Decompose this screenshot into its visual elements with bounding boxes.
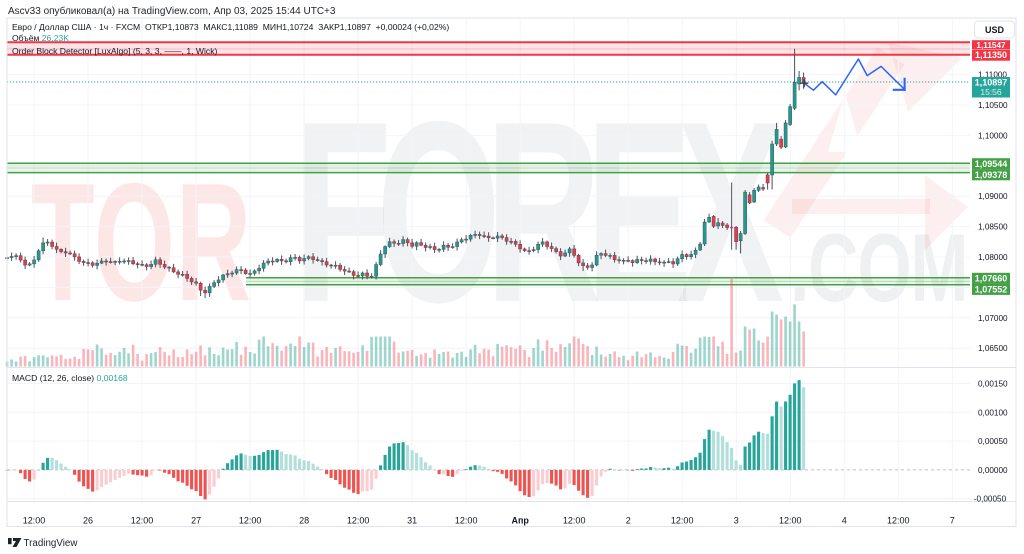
svg-text:MACD (12, 26, close) 0,00168: MACD (12, 26, close) 0,00168 (12, 373, 128, 383)
svg-text:1,10500: 1,10500 (978, 101, 1008, 110)
svg-text:31: 31 (407, 516, 417, 526)
svg-text:12:00: 12:00 (887, 516, 910, 526)
svg-text:1,11547: 1,11547 (976, 41, 1006, 50)
svg-text:-0,00050: -0,00050 (974, 495, 1007, 504)
svg-text:1,07000: 1,07000 (978, 314, 1008, 323)
svg-text:Объём 26,23K: Объём 26,23K (12, 33, 69, 43)
svg-text:2: 2 (626, 516, 631, 526)
svg-text:26: 26 (83, 516, 93, 526)
svg-text:1,09378: 1,09378 (975, 170, 1008, 180)
svg-text:1,10897: 1,10897 (975, 78, 1008, 88)
svg-text:1,11000: 1,11000 (978, 71, 1007, 80)
svg-text:12:00: 12:00 (347, 516, 370, 526)
svg-text:Order Block Detector [LuxAlgo]: Order Block Detector [LuxAlgo] (5, 3, 3,… (12, 46, 217, 56)
svg-text:0,00100: 0,00100 (978, 408, 1008, 417)
svg-text:1,07660: 1,07660 (975, 274, 1008, 284)
svg-text:1,08000: 1,08000 (978, 253, 1008, 262)
svg-text:4: 4 (842, 516, 847, 526)
svg-text:USD: USD (985, 25, 1005, 35)
svg-text:15:56: 15:56 (980, 87, 1002, 97)
svg-text:12:00: 12:00 (239, 516, 262, 526)
svg-text:1,09000: 1,09000 (978, 192, 1008, 201)
svg-text:12:00: 12:00 (779, 516, 802, 526)
svg-text:1,08500: 1,08500 (978, 223, 1008, 232)
svg-text:0,00150: 0,00150 (978, 380, 1008, 389)
svg-text:1,10000: 1,10000 (978, 131, 1008, 140)
svg-text:12:00: 12:00 (23, 516, 46, 526)
svg-text:1,11350: 1,11350 (975, 50, 1007, 60)
svg-text:1,09544: 1,09544 (975, 159, 1008, 169)
svg-text:28: 28 (299, 516, 309, 526)
svg-text:1,07552: 1,07552 (975, 285, 1008, 295)
svg-text:12:00: 12:00 (455, 516, 478, 526)
svg-text:FOREX: FOREX (294, 69, 784, 356)
svg-text:12:00: 12:00 (671, 516, 694, 526)
svg-text:0,00050: 0,00050 (978, 437, 1008, 446)
svg-text:27: 27 (191, 516, 201, 526)
svg-text:7: 7 (950, 516, 955, 526)
svg-text:Ascv33 опубликовал(а) на Tradi: Ascv33 опубликовал(а) на TradingView.com… (8, 5, 336, 17)
svg-text:3: 3 (734, 516, 739, 526)
svg-text:12:00: 12:00 (563, 516, 586, 526)
svg-text:TradingView: TradingView (24, 538, 79, 549)
svg-text:12:00: 12:00 (131, 516, 154, 526)
svg-text:Евро / Доллар США · 1ч · FXCM: Евро / Доллар США · 1ч · FXCM ОТКР1,1087… (12, 22, 449, 32)
svg-text:TOR: TOR (31, 147, 251, 336)
svg-text:.COM: .COM (790, 213, 969, 322)
svg-text:1,06500: 1,06500 (978, 344, 1008, 353)
svg-text:Апр: Апр (511, 516, 529, 526)
svg-text:0,00000: 0,00000 (978, 466, 1008, 475)
